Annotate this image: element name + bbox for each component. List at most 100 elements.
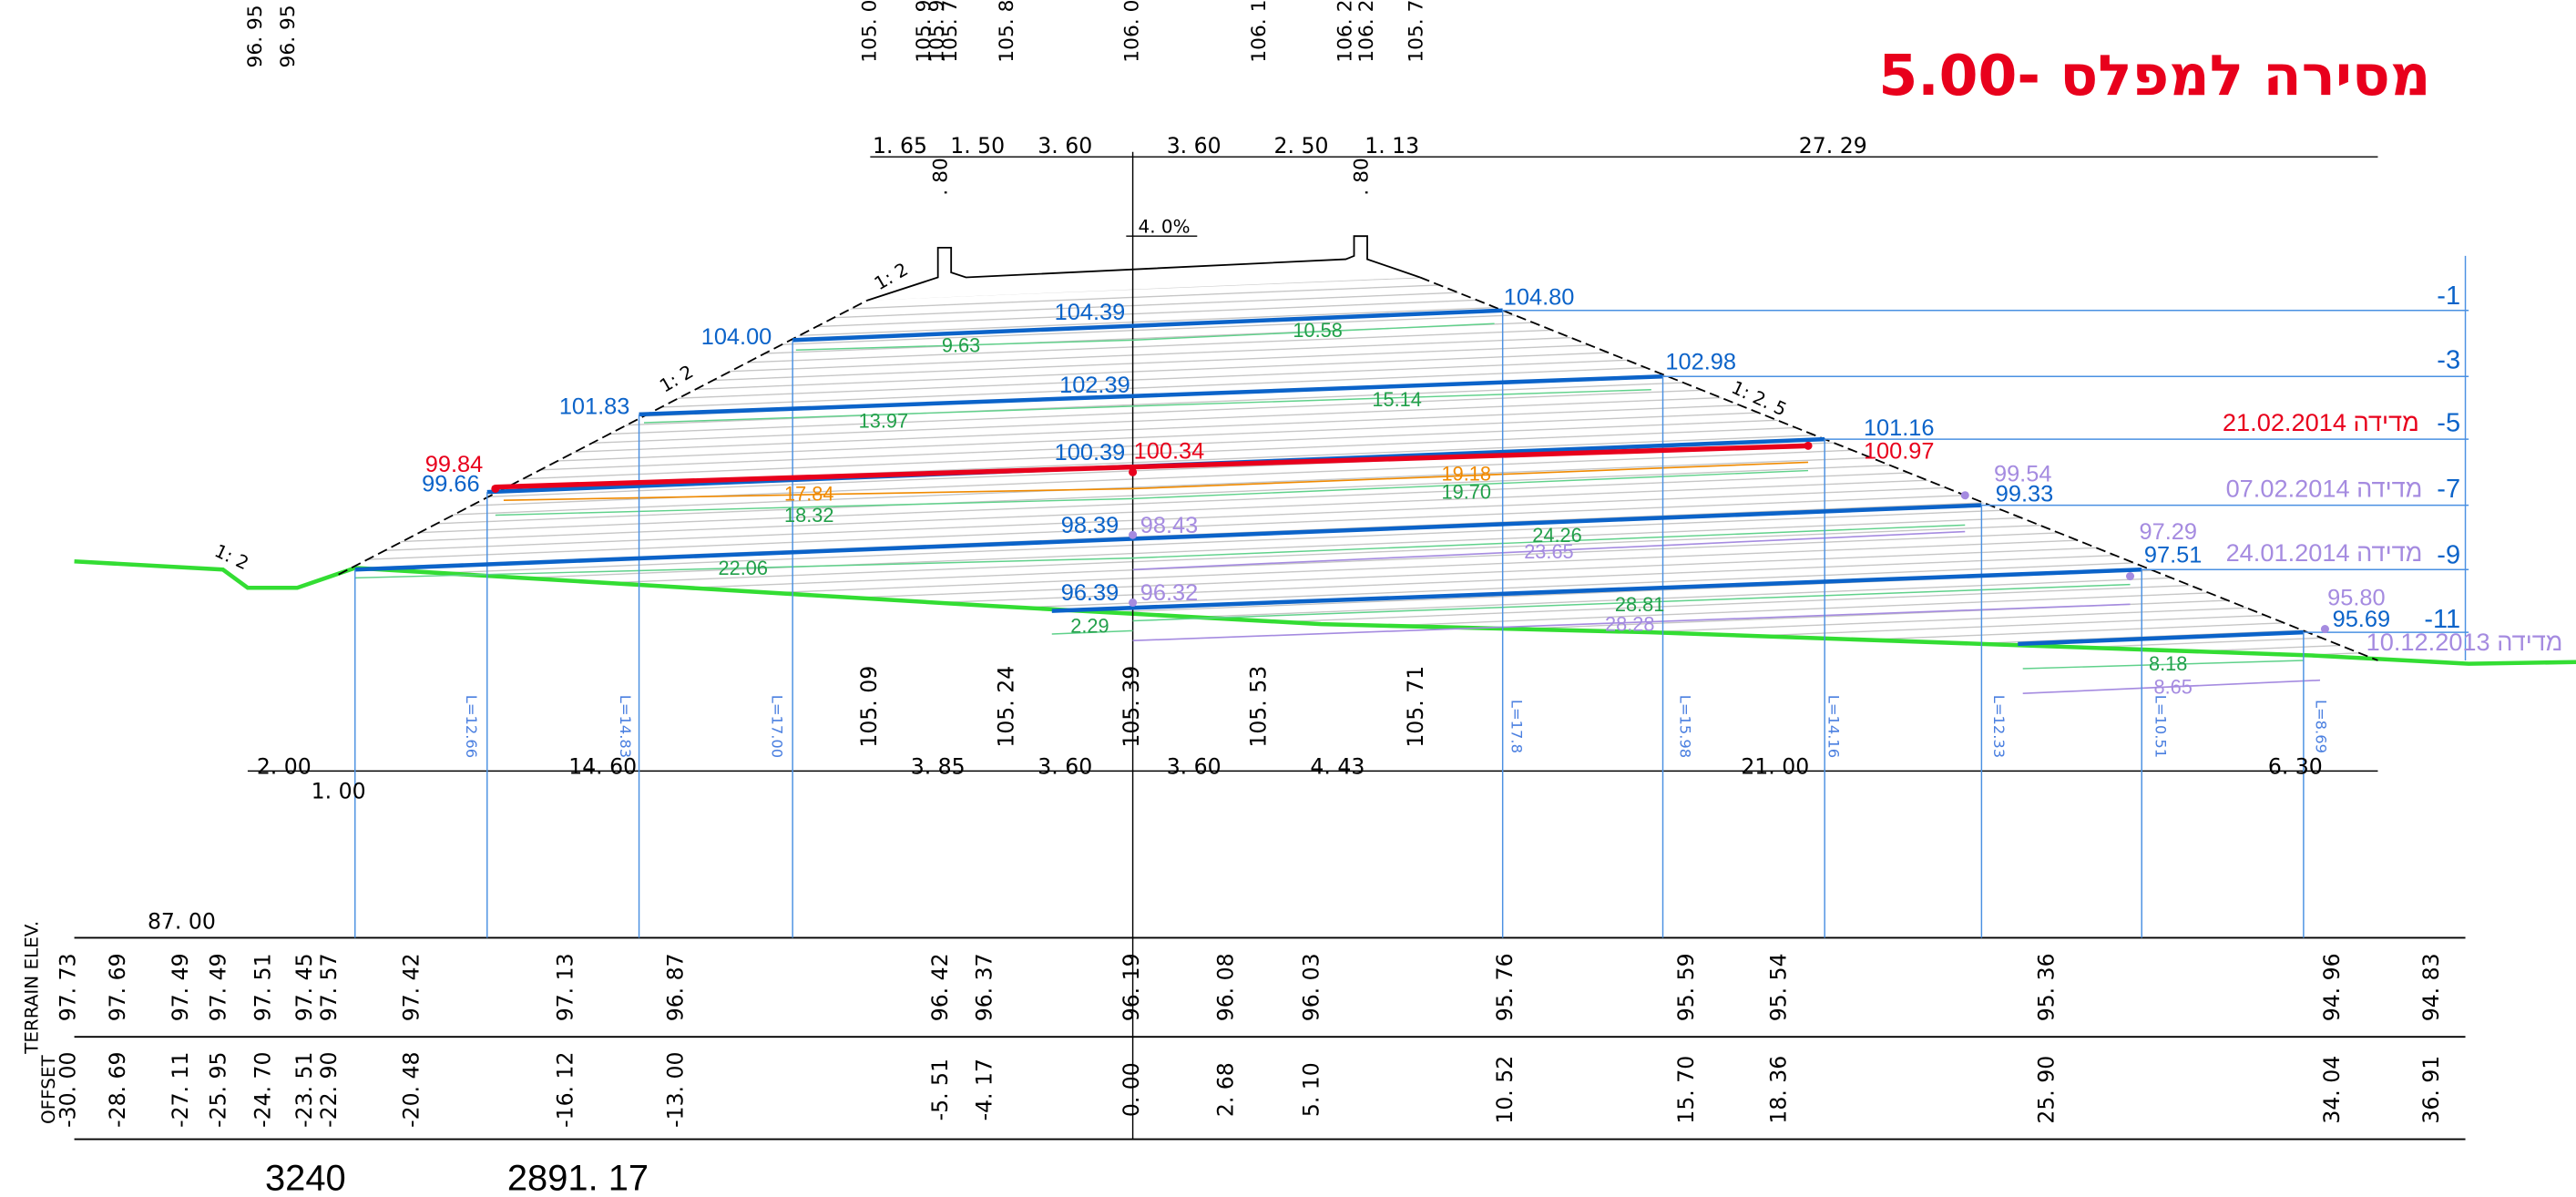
green-measure-line bbox=[643, 405, 1133, 424]
top-dimension: 2. 50 bbox=[1274, 133, 1329, 159]
orange-measure: 19.18 bbox=[1442, 463, 1491, 486]
offset: 18. 36 bbox=[1766, 1056, 1792, 1124]
offset: 0. 00 bbox=[1119, 1062, 1144, 1117]
survey-point bbox=[1129, 530, 1138, 539]
terrain-elevation: 97. 73 bbox=[56, 953, 81, 1021]
layer-elevation: 104.00 bbox=[701, 324, 772, 350]
terrain-elevation: 96. 87 bbox=[663, 953, 689, 1021]
purple-measure: 8.65 bbox=[2153, 676, 2192, 699]
offset: -5. 51 bbox=[927, 1059, 953, 1120]
top-elevation: 106. 27 bbox=[1355, 0, 1378, 63]
layer-line bbox=[354, 503, 1982, 572]
right-slope bbox=[1419, 276, 2378, 661]
grade: 4. 0% bbox=[1139, 217, 1191, 238]
green-measure: 15.14 bbox=[1372, 388, 1421, 411]
green-measure: 2.29 bbox=[1070, 614, 1109, 637]
top-elevation: 96. 95 bbox=[277, 5, 300, 67]
terrain-elevation: 95. 76 bbox=[1492, 953, 1518, 1021]
bottom-dimension: 3. 85 bbox=[911, 753, 966, 779]
layer-elevation: 102.39 bbox=[1059, 373, 1130, 398]
survey-elevation: 99.84 bbox=[425, 452, 483, 477]
layer-elevation: 97.51 bbox=[2144, 542, 2202, 568]
top-elevation: 105. 85 bbox=[996, 0, 1018, 63]
terrain-elevation: 97. 69 bbox=[105, 953, 130, 1021]
offset: -28. 69 bbox=[105, 1051, 130, 1127]
survey-elevation: 100.97 bbox=[1864, 438, 1935, 464]
length-label: L=17.8 bbox=[1508, 700, 1526, 753]
top-dimension: 3. 60 bbox=[1167, 133, 1222, 159]
top-elevation: 105. 09 bbox=[858, 0, 881, 63]
orange-measure-line bbox=[1132, 461, 1809, 490]
survey-elevation: 97.29 bbox=[2139, 519, 2196, 545]
offset: 10. 52 bbox=[1492, 1056, 1518, 1124]
layer-elevation: 96.39 bbox=[1061, 580, 1119, 606]
bottom-dimension: 3. 60 bbox=[1167, 753, 1222, 779]
survey-label: מדידה 21.02.2014 bbox=[2223, 408, 2419, 436]
green-measure-line bbox=[1051, 629, 1133, 635]
offset: -30. 00 bbox=[56, 1051, 81, 1127]
top-dimension: 27. 29 bbox=[1799, 133, 1867, 159]
bottom-dimension: 2. 00 bbox=[257, 753, 312, 779]
survey-point bbox=[2126, 572, 2135, 581]
terrain-elevation: 94. 83 bbox=[2418, 953, 2444, 1021]
top-offset: . 80 bbox=[1351, 158, 1374, 196]
offset: 25. 90 bbox=[2033, 1056, 2059, 1124]
offset: 15. 70 bbox=[1673, 1056, 1699, 1124]
survey-point bbox=[1804, 441, 1813, 450]
level-label: -11 bbox=[2424, 605, 2460, 634]
terrain-elevation: 96. 37 bbox=[972, 953, 997, 1021]
mid-elevation: 105. 53 bbox=[1246, 666, 1272, 748]
purple-measure: 28.28 bbox=[1605, 613, 1654, 636]
survey-elevation: 98.43 bbox=[1140, 513, 1198, 538]
green-measure: 18.32 bbox=[784, 504, 833, 527]
survey-elevation: 100.34 bbox=[1134, 438, 1205, 464]
ground-line bbox=[74, 558, 2576, 666]
survey-line bbox=[495, 443, 1809, 490]
green-measure-line bbox=[354, 557, 1133, 579]
layer-elevation: 101.16 bbox=[1864, 415, 1935, 441]
terrain-elevation: 97. 45 bbox=[291, 953, 317, 1021]
length-label: L=14.16 bbox=[1825, 695, 1843, 758]
terrain-elevation: 96. 08 bbox=[1212, 953, 1238, 1021]
purple-measure-line bbox=[1132, 603, 2131, 642]
green-measure-line bbox=[1132, 469, 1809, 500]
survey-elevation: 96.32 bbox=[1140, 580, 1198, 606]
bottom-dimension: 4. 43 bbox=[1310, 753, 1365, 779]
top-offset: . 80 bbox=[929, 158, 952, 196]
layer-line bbox=[792, 308, 1503, 343]
layer-elevation: 104.39 bbox=[1055, 300, 1126, 325]
table-header: OFFSET bbox=[38, 1055, 59, 1124]
green-measure: 28.81 bbox=[1615, 593, 1664, 616]
top-dimension: 3. 60 bbox=[1038, 133, 1092, 159]
slope-label: 1: 2 bbox=[656, 361, 697, 396]
slope-label: 1: 2 bbox=[871, 259, 912, 294]
survey-point bbox=[491, 484, 500, 494]
offset: 2. 68 bbox=[1212, 1062, 1238, 1117]
top-dimension: 1. 50 bbox=[950, 133, 1005, 159]
green-measure-line bbox=[1132, 583, 2131, 622]
survey-elevation: 99.54 bbox=[1994, 462, 2051, 487]
green-measure-line bbox=[1132, 524, 1966, 559]
green-measure-line bbox=[1132, 389, 1651, 407]
length-label: L=14.83 bbox=[617, 695, 634, 758]
layer-elevation: 99.33 bbox=[1996, 481, 2053, 506]
level-label: -7 bbox=[2437, 475, 2460, 504]
green-measure-line bbox=[1132, 322, 1495, 342]
terrain-elevation: 97. 51 bbox=[250, 953, 276, 1021]
layer-elevation: 99.66 bbox=[422, 472, 479, 497]
length-label: L=8.69 bbox=[2313, 700, 2330, 753]
survey-label: מדידה 07.02.2014 bbox=[2226, 474, 2423, 502]
green-measure: 24.26 bbox=[1532, 524, 1581, 547]
survey-label: מדידה 24.01.2014 bbox=[2226, 538, 2423, 567]
top-elevation: 105. 91 bbox=[913, 0, 935, 63]
level-label: -3 bbox=[2437, 346, 2460, 375]
green-measure: 10.58 bbox=[1293, 319, 1342, 342]
orange-measure: 17.84 bbox=[784, 482, 833, 505]
green-measure-line bbox=[495, 497, 1133, 517]
level-label: -9 bbox=[2437, 540, 2460, 569]
top-elevation: 105. 79 bbox=[939, 0, 962, 63]
layer-line bbox=[639, 373, 1663, 417]
bottom-dimension: 3. 60 bbox=[1038, 753, 1092, 779]
terrain-elevation: 95. 54 bbox=[1766, 953, 1792, 1021]
